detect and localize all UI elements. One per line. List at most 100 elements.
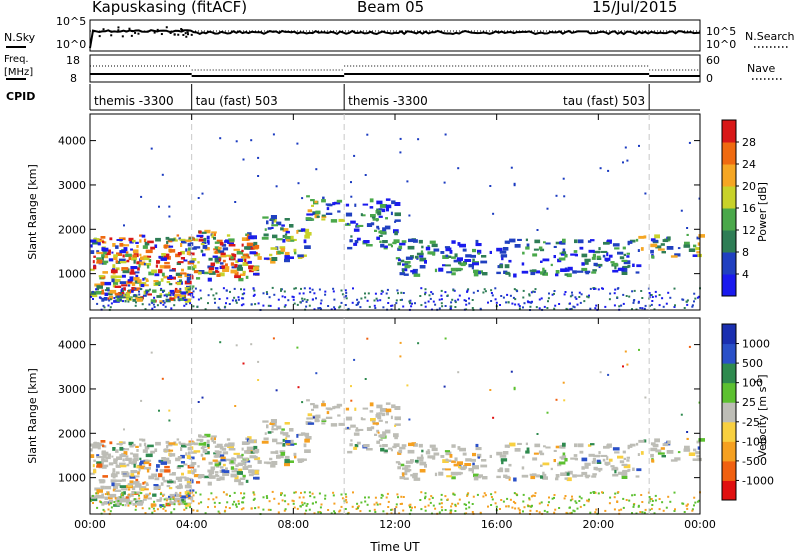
velocity-echo <box>168 409 171 412</box>
velocity-echo <box>353 446 358 450</box>
velocity-echo <box>96 454 100 457</box>
velocity-echo <box>330 512 333 515</box>
velocity-echo <box>404 465 411 468</box>
velocity-echo <box>500 458 508 462</box>
velocity-echo <box>180 454 185 459</box>
y-tick-label: 1000 <box>58 472 86 485</box>
power-echo <box>438 298 441 301</box>
power-echo <box>186 273 192 277</box>
velocity-echo <box>637 505 640 508</box>
power-echo <box>673 287 676 290</box>
velocity-echo <box>282 438 285 442</box>
power-echo <box>311 204 314 207</box>
power-echo <box>213 232 216 237</box>
nsky-point <box>117 29 120 32</box>
velocity-echo <box>673 491 676 494</box>
velocity-echo <box>301 503 304 506</box>
power-echo <box>417 138 420 141</box>
power-echo <box>151 269 158 274</box>
power-echo <box>385 217 388 220</box>
power-echo <box>197 197 200 199</box>
power-echo <box>145 249 153 254</box>
power-echo <box>287 299 290 302</box>
power-echo <box>102 240 105 244</box>
velocity-echo <box>108 499 114 504</box>
power-echo <box>193 246 201 249</box>
velocity-echo <box>262 496 265 499</box>
power-echo <box>248 247 255 250</box>
power-echo <box>144 241 150 246</box>
velocity-echo <box>178 498 185 502</box>
velocity-echo <box>225 493 228 496</box>
power-echo <box>224 240 230 243</box>
power-echo <box>367 292 370 295</box>
velocity-echo <box>445 468 451 471</box>
velocity-echo <box>232 457 237 462</box>
velocity-echo <box>650 498 653 500</box>
velocity-echo <box>553 511 556 514</box>
power-echo <box>281 295 284 298</box>
power-echo <box>350 181 352 184</box>
power-echo <box>290 235 294 240</box>
velocity-echo <box>186 481 191 485</box>
power-echo <box>501 257 504 261</box>
velocity-echo <box>382 431 387 436</box>
power-echo <box>262 304 265 307</box>
power-echo <box>170 290 173 294</box>
power-echo <box>247 232 252 236</box>
velocity-echo <box>599 371 602 374</box>
power-echo <box>505 271 510 275</box>
power-echo <box>400 291 403 294</box>
velocity-echo <box>305 436 312 440</box>
power-echo <box>347 246 353 250</box>
power-echo <box>306 299 309 301</box>
power-echo <box>356 303 359 306</box>
velocity-echo <box>406 384 409 387</box>
power-echo <box>450 267 456 272</box>
power-echo <box>522 306 524 309</box>
power-echo <box>124 300 127 303</box>
power-echo <box>681 298 684 301</box>
velocity-echo <box>253 445 258 450</box>
power-echo <box>103 297 108 301</box>
velocity-echo <box>119 496 122 499</box>
velocity-echo <box>188 456 195 460</box>
power-echo <box>695 247 701 251</box>
power-echo <box>694 297 697 300</box>
power-echo <box>180 272 187 275</box>
power-echo <box>333 298 336 301</box>
power-echo <box>158 255 161 259</box>
power-echo <box>518 305 521 308</box>
velocity-echo <box>287 443 295 446</box>
velocity-colorbar-tick-label: 1000 <box>742 338 770 351</box>
power-echo <box>257 156 260 159</box>
power-echo <box>622 302 625 305</box>
velocity-echo <box>224 444 230 447</box>
y-tick-label: 1000 <box>58 268 86 281</box>
power-echo <box>529 305 532 308</box>
velocity-echo <box>677 451 681 454</box>
power-echo <box>281 224 285 227</box>
power-echo <box>122 290 125 292</box>
velocity-echo <box>466 493 469 496</box>
velocity-echo <box>380 493 383 496</box>
velocity-echo <box>90 454 95 458</box>
x-axis-label: Time UT <box>369 540 420 554</box>
velocity-echo <box>553 459 556 463</box>
velocity-echo <box>306 417 314 420</box>
power-echo <box>305 300 308 303</box>
velocity-echo <box>143 466 147 470</box>
power-echo <box>654 234 660 239</box>
velocity-echo <box>215 454 218 458</box>
power-echo <box>107 287 110 290</box>
velocity-echo <box>252 498 255 501</box>
y-tick-label: 4000 <box>58 339 86 352</box>
power-echo <box>234 271 239 276</box>
velocity-echo <box>521 474 529 478</box>
power-echo <box>273 215 277 220</box>
power-echo <box>635 238 639 242</box>
power-echo <box>101 256 104 261</box>
velocity-echo <box>312 416 315 419</box>
velocity-echo <box>614 469 617 474</box>
velocity-echo <box>593 454 600 458</box>
